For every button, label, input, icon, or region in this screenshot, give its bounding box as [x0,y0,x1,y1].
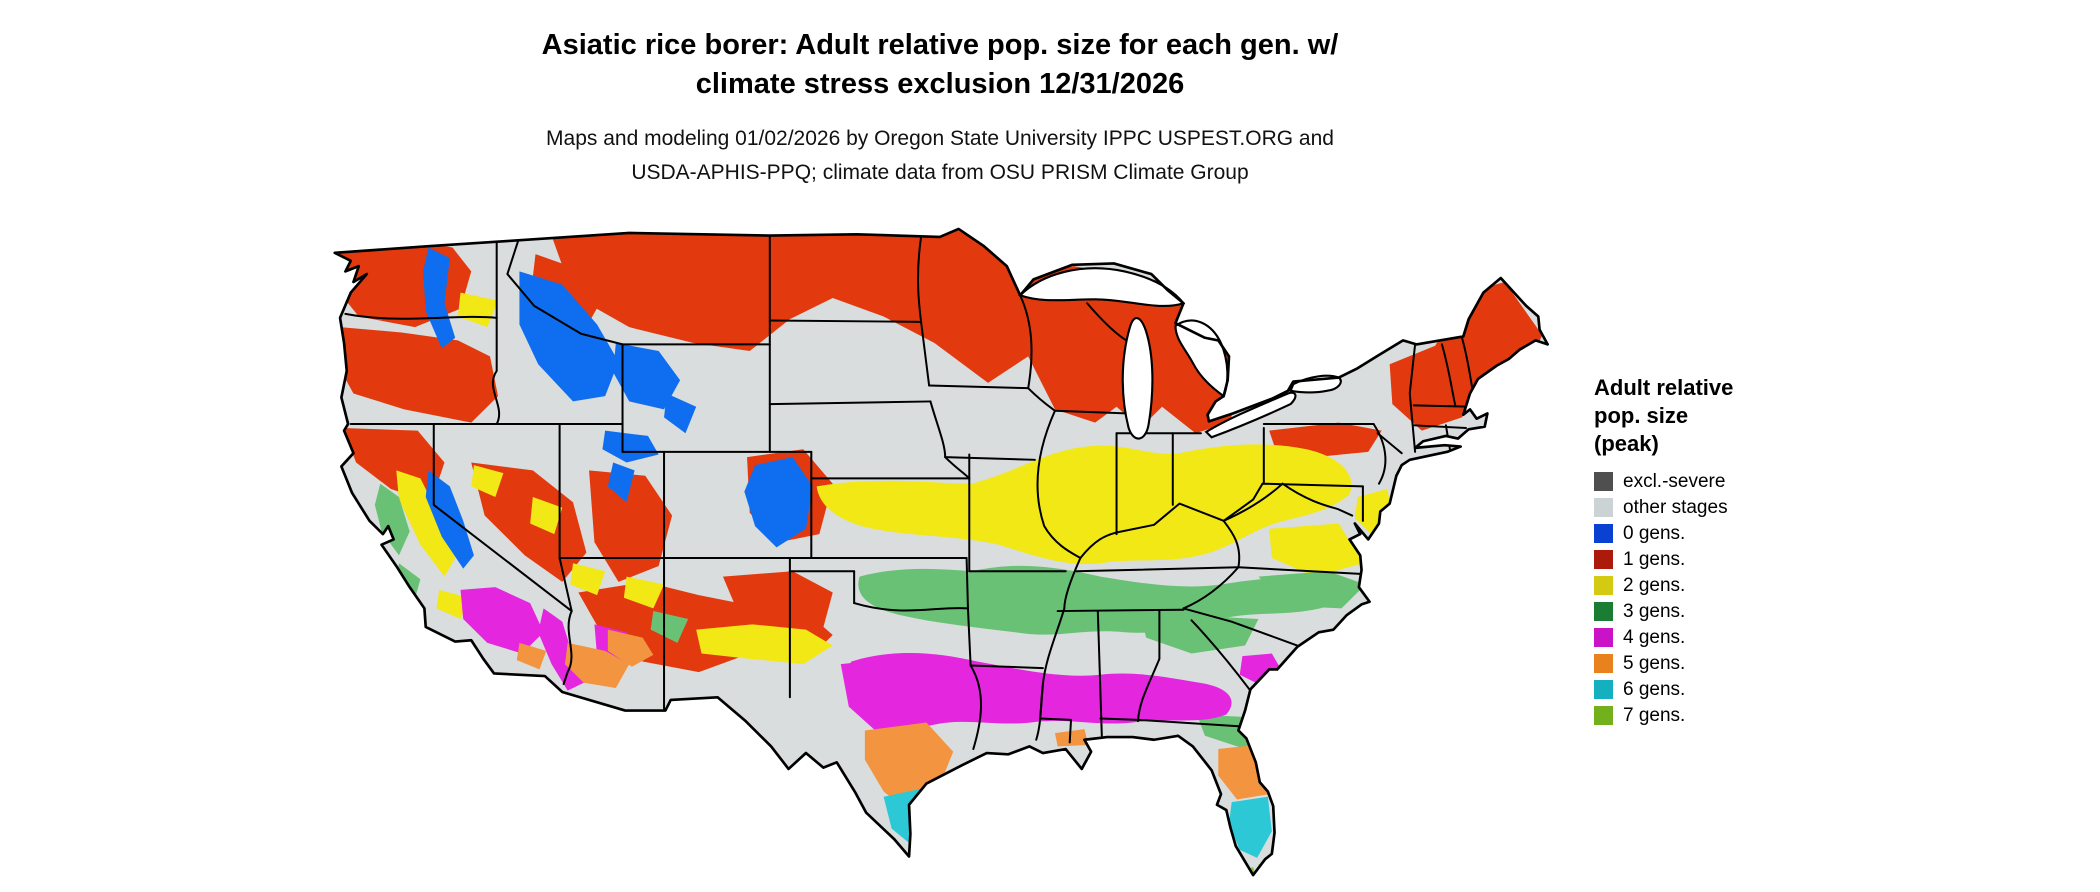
map-title: Asiatic rice borer: Adult relative pop. … [0,26,1880,104]
lake-michigan [1121,317,1154,440]
legend-title: Adult relative pop. size (peak) [1594,375,1734,456]
legend-swatch-excl-severe [1594,471,1613,491]
us-map-svg [333,227,1549,877]
map-region-6-gens [883,788,1272,858]
legend-swatch-5-gens [1594,653,1613,673]
map-subtitle-line1: Maps and modeling 01/02/2026 by Oregon S… [546,127,1334,150]
map-subtitle: Maps and modeling 01/02/2026 by Oregon S… [0,122,1880,190]
legend-swatch-4-gens [1594,627,1613,647]
legend-item-0-gens: 0 gens. [1594,520,1834,546]
legend-item-2-gens: 2 gens. [1594,572,1834,598]
legend-swatch-1-gens [1594,549,1613,569]
legend-swatch-other-stages [1594,497,1613,517]
legend-item-6-gens: 6 gens. [1594,676,1834,702]
legend-swatch-6-gens [1594,679,1613,699]
map-region-0-gens [423,247,813,569]
legend: Adult relative pop. size (peak) excl.-se… [1594,374,1834,728]
lake-erie [1204,391,1297,439]
legend-item-excl-severe: excl.-severe [1594,468,1834,494]
legend-swatch-0-gens [1594,523,1613,543]
legend-items: excl.-severe other stages 0 gens. 1 gens… [1594,468,1834,728]
map-region-4-gens [460,587,1283,734]
lake-ontario [1289,374,1342,394]
state-borders [344,235,1474,751]
legend-swatch-2-gens [1594,575,1613,595]
map-region-2-gens [396,292,1396,665]
legend-swatch-3-gens [1594,601,1613,621]
legend-item-4-gens: 4 gens. [1594,624,1834,650]
legend-swatch-7-gens [1594,705,1613,725]
map-subtitle-line2: USDA-APHIS-PPQ; climate data from OSU PR… [631,161,1249,184]
map-title-line1: Asiatic rice borer: Adult relative pop. … [541,29,1339,61]
legend-item-1-gens: 1 gens. [1594,546,1834,572]
legend-item-7-gens: 7 gens. [1594,702,1834,728]
legend-item-3-gens: 3 gens. [1594,598,1834,624]
map-title-line2: climate stress exclusion 12/31/2026 [695,68,1185,100]
us-map [328,221,1553,891]
legend-item-5-gens: 5 gens. [1594,650,1834,676]
legend-item-other-stages: other stages [1594,494,1834,520]
